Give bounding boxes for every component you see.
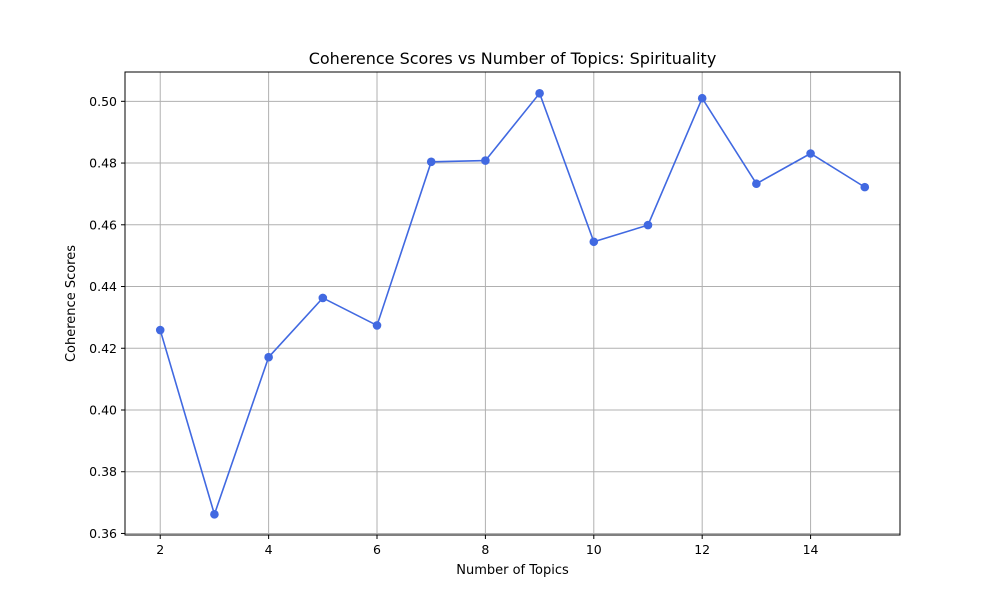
y-tick-label: 0.48	[89, 156, 117, 171]
data-point	[752, 179, 761, 189]
data-point	[318, 293, 328, 303]
data-point	[806, 149, 815, 158]
data-point	[535, 88, 544, 98]
x-tick-label: 2	[156, 542, 164, 557]
data-point	[264, 352, 273, 362]
series-line	[159, 91, 866, 517]
x-tick-label: 12	[694, 542, 710, 557]
data-point	[697, 93, 707, 103]
data-point	[372, 321, 382, 330]
y-tick-label: 0.40	[89, 402, 117, 417]
y-tick-label: 0.42	[89, 341, 117, 356]
y-tick-label: 0.50	[89, 94, 117, 109]
data-point	[589, 237, 599, 247]
x-tick-label: 4	[265, 542, 273, 557]
data-point	[155, 325, 165, 335]
grid	[125, 72, 900, 535]
axis-ticks: 2 4 6 8 10 12 14 0.36 0.38 0.40 0.42 0.44 0.46 0.48 0.…	[89, 94, 818, 557]
y-axis-label: Coherence Scores	[64, 245, 79, 362]
chart-title: Coherence Scores vs Number of Topics: Sp…	[309, 49, 717, 68]
x-tick-label: 6	[373, 542, 381, 557]
y-tick-label: 0.36	[89, 526, 117, 541]
y-tick-label: 0.46	[89, 217, 117, 232]
data-point	[481, 156, 490, 165]
series	[155, 88, 870, 519]
data-point	[643, 220, 653, 230]
x-tick-label: 10	[586, 542, 602, 557]
y-tick-label: 0.38	[89, 464, 117, 479]
data-point	[860, 182, 870, 192]
x-tick-label: 14	[803, 542, 819, 557]
x-tick-label: 8	[481, 542, 489, 557]
data-point	[210, 510, 219, 519]
y-tick-label: 0.44	[89, 279, 117, 294]
plot-frame	[124, 71, 901, 536]
x-axis-label: Number of Topics	[456, 563, 569, 578]
data-point	[426, 157, 436, 167]
